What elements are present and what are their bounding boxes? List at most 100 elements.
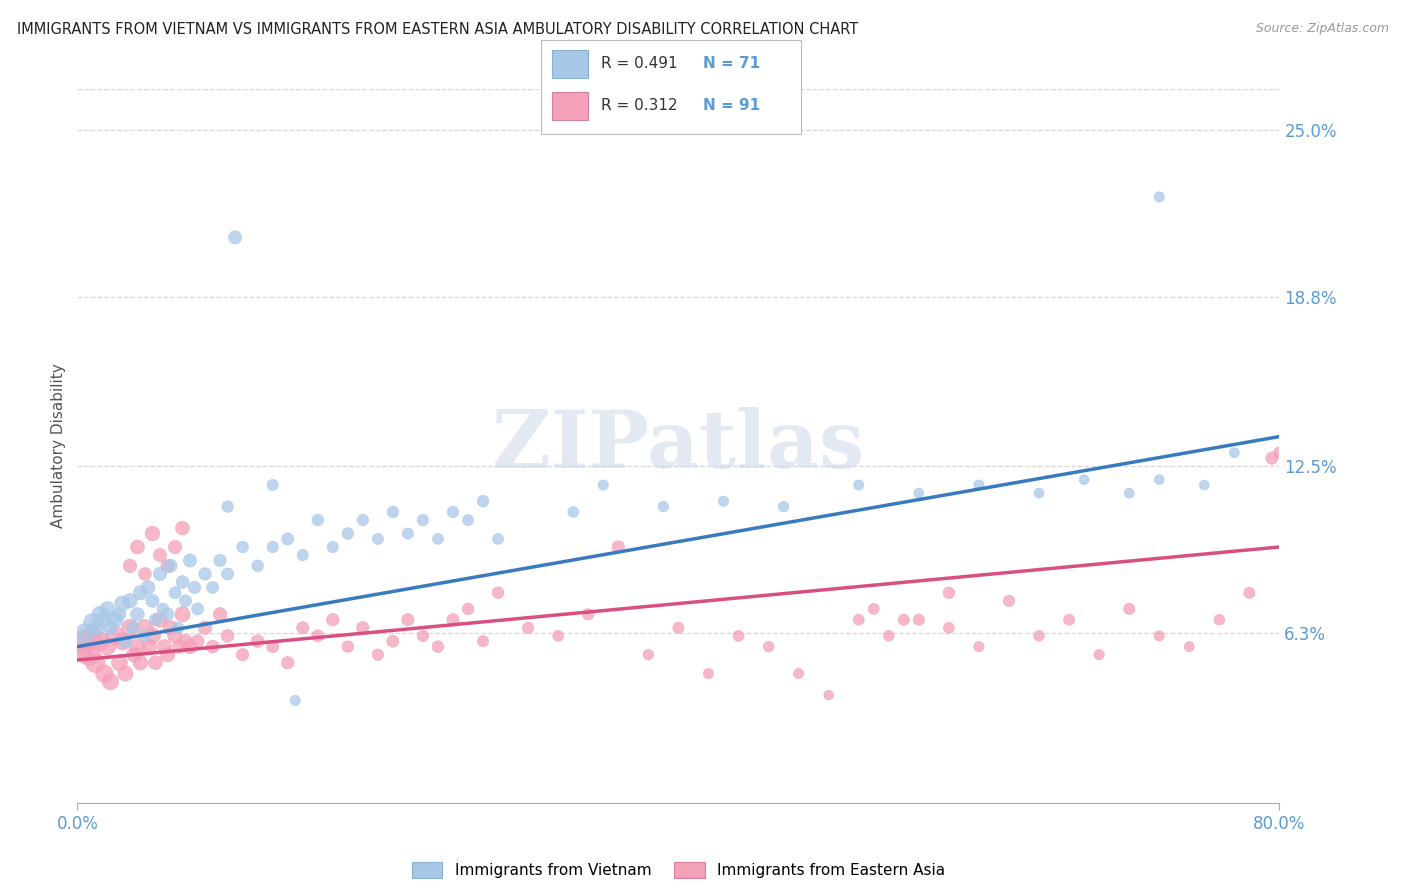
Point [187,602,209,616]
Point [352,513,374,527]
Point [322,540,344,554]
Point [159,621,181,635]
Text: N = 91: N = 91 [703,98,759,113]
Point [156,607,179,622]
Point [136,580,159,594]
Point [307,629,329,643]
Point [396,613,419,627]
Point [336,526,359,541]
Point [787,666,810,681]
Point [291,548,314,562]
Point [167,621,190,635]
Point [187,634,209,648]
Point [246,634,269,648]
Point [217,629,239,643]
Point [277,656,299,670]
Point [127,540,149,554]
Text: R = 0.491: R = 0.491 [602,56,678,71]
Point [152,602,174,616]
Point [998,594,1021,608]
Point [637,648,659,662]
Point [336,640,359,654]
Point [93,666,115,681]
Point [217,500,239,514]
Point [114,634,136,648]
Point [1149,629,1171,643]
Point [262,540,284,554]
Point [82,629,104,643]
Point [149,566,172,581]
Point [73,634,96,648]
Point [284,693,307,707]
Point [396,526,419,541]
Y-axis label: Ambulatory Disability: Ambulatory Disability [51,364,66,528]
Point [877,629,900,643]
Point [1028,629,1050,643]
Point [89,607,111,622]
Point [163,586,186,600]
Point [517,621,540,635]
Point [562,505,585,519]
Point [224,230,246,244]
Point [262,478,284,492]
Point [772,500,794,514]
Point [163,540,186,554]
Point [727,629,749,643]
Point [194,566,217,581]
Point [1118,602,1140,616]
Point [1239,586,1261,600]
Point [607,540,630,554]
Point [138,640,160,654]
Point [457,602,479,616]
Point [427,640,450,654]
Point [134,629,156,643]
Point [381,634,404,648]
Point [100,674,122,689]
Point [322,613,344,627]
Point [441,613,464,627]
Point [1268,446,1291,460]
Point [134,621,156,635]
Point [441,505,464,519]
Point [893,613,915,627]
Point [1261,451,1284,466]
Point [381,505,404,519]
Point [1118,486,1140,500]
Point [179,553,201,567]
Point [129,586,152,600]
Point [758,640,780,654]
Point [412,629,434,643]
Point [367,648,389,662]
Point [427,532,450,546]
Point [209,553,232,567]
Point [194,621,217,635]
Point [82,615,104,630]
Point [412,513,434,527]
Point [547,629,569,643]
Point [1057,613,1080,627]
Point [576,607,599,622]
Point [108,656,131,670]
Point [1223,446,1246,460]
Point [134,566,156,581]
Text: N = 71: N = 71 [703,56,759,71]
FancyBboxPatch shape [551,49,588,78]
Point [262,640,284,654]
Point [141,594,163,608]
Point [127,640,149,654]
Point [111,597,134,611]
Point [145,656,167,670]
Point [967,640,990,654]
Point [1194,478,1216,492]
Point [104,629,127,643]
Point [592,478,614,492]
Point [183,580,205,594]
Point [86,621,108,635]
Point [472,634,495,648]
Point [73,626,96,640]
Point [172,574,194,589]
Point [69,640,91,654]
Point [367,532,389,546]
Point [172,521,194,535]
Point [817,688,839,702]
